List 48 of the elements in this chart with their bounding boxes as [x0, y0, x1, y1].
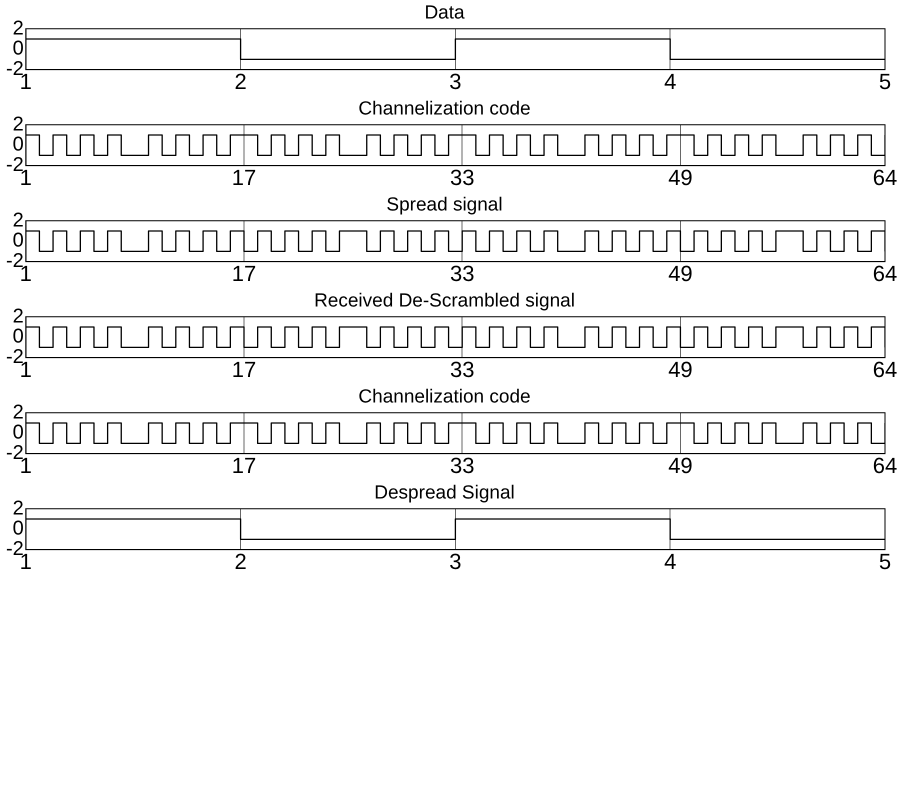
x-tick-label: 33: [450, 164, 474, 190]
y-tick-label: 2: [12, 113, 24, 136]
x-tick-label: 17: [232, 260, 256, 286]
x-tick-label: 64: [872, 260, 898, 286]
x-tick-label: 4: [664, 68, 676, 94]
x-tick-label: 1: [20, 68, 32, 94]
chart-title: Data: [424, 2, 465, 24]
x-tick-label: 1: [20, 164, 32, 190]
y-tick-label: 2: [12, 209, 24, 232]
y-tick-label: 0: [12, 230, 24, 252]
x-tick-label: 49: [668, 452, 693, 478]
y-tick-label: 0: [12, 518, 24, 540]
x-tick-label: 5: [878, 68, 892, 94]
x-tick-label: 1: [20, 260, 32, 286]
y-tick-label: 0: [12, 326, 24, 348]
y-tick-label: 0: [12, 134, 24, 156]
x-tick-label: 17: [232, 164, 256, 190]
x-tick-label: 2: [234, 68, 247, 94]
x-tick-label: 1: [20, 452, 32, 478]
chart-title: Channelization code: [358, 98, 531, 120]
x-tick-label: 49: [668, 356, 693, 382]
x-tick-label: 1: [20, 548, 32, 574]
y-tick-label: 2: [12, 401, 24, 424]
y-tick-label: 2: [12, 17, 24, 40]
chart-title: Received De-Scrambled signal: [314, 290, 575, 312]
x-tick-label: 64: [872, 356, 898, 382]
x-tick-label: 1: [20, 356, 32, 382]
chart-title: Channelization code: [358, 386, 531, 408]
x-tick-label: 3: [449, 548, 462, 574]
x-tick-label: 33: [450, 356, 474, 382]
chart-title: Spread signal: [386, 194, 503, 216]
y-tick-label: 2: [12, 305, 24, 328]
x-tick-label: 5: [878, 548, 892, 574]
x-tick-label: 64: [872, 164, 898, 190]
x-tick-label: 33: [450, 452, 474, 478]
x-tick-label: 3: [449, 68, 462, 94]
x-tick-label: 33: [450, 260, 474, 286]
x-tick-label: 17: [232, 452, 256, 478]
x-tick-label: 2: [234, 548, 247, 574]
chart-title: Despread Signal: [374, 482, 515, 504]
x-tick-label: 4: [664, 548, 676, 574]
x-tick-label: 64: [872, 452, 898, 478]
y-tick-label: 2: [12, 497, 24, 520]
y-tick-label: 0: [12, 422, 24, 444]
y-tick-label: 0: [12, 38, 24, 60]
x-tick-label: 17: [232, 356, 256, 382]
x-tick-label: 49: [668, 260, 693, 286]
x-tick-label: 49: [668, 164, 693, 190]
